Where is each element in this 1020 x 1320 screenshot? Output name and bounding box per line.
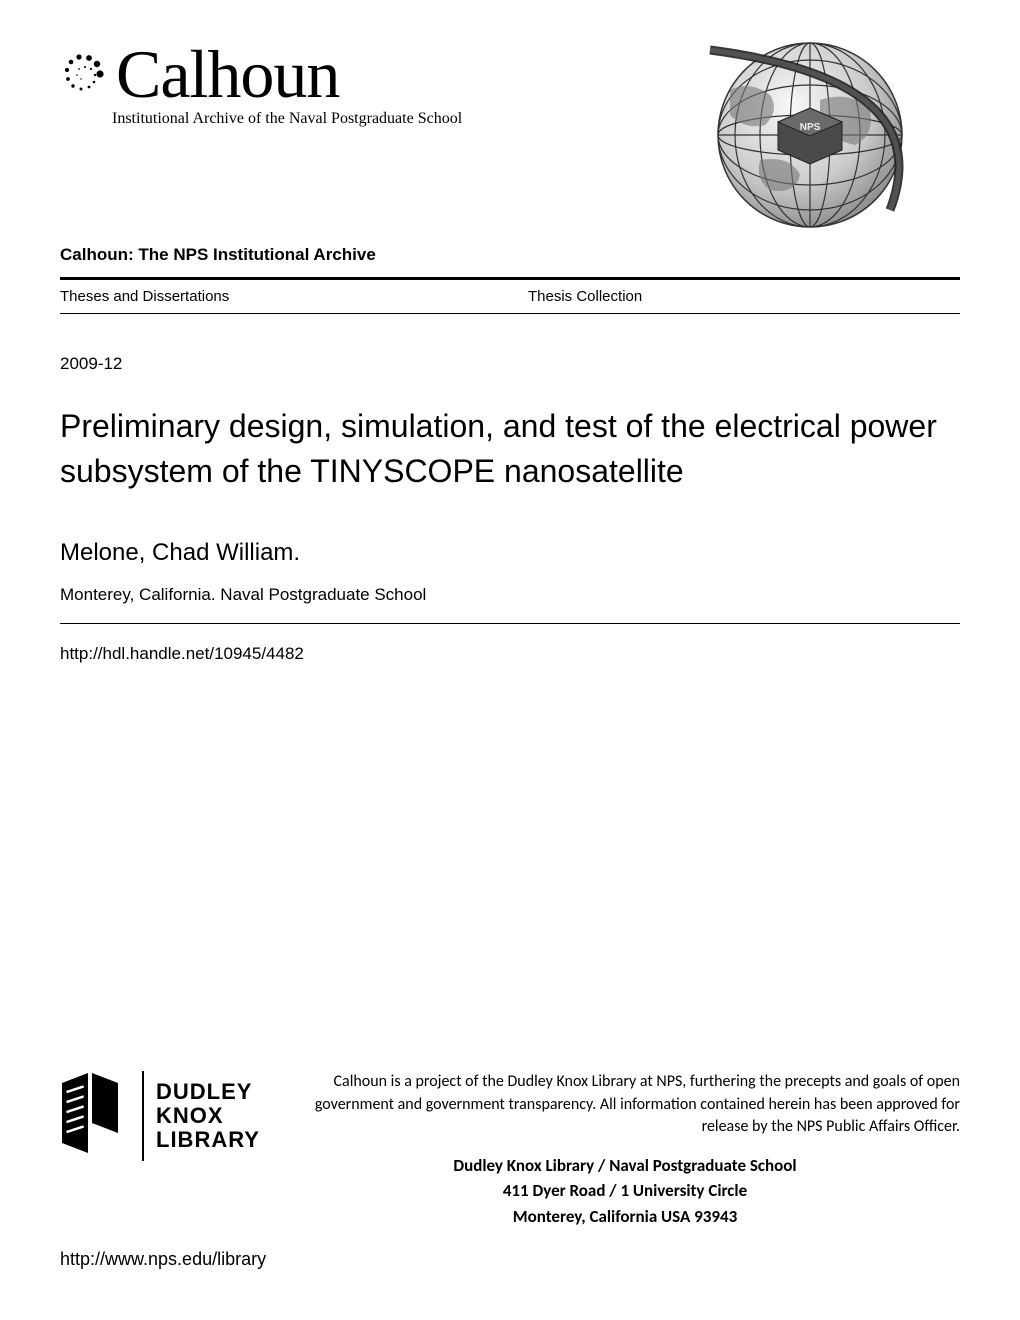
address-line-2: 411 Dyer Road / 1 University Circle [290, 1178, 960, 1204]
calhoun-logo-text: Calhoun [116, 40, 339, 108]
collection-name: Thesis Collection [528, 288, 960, 305]
paper-title: Preliminary design, simulation, and test… [60, 404, 960, 494]
dkl-line-2: KNOX [156, 1104, 260, 1128]
vertical-divider [142, 1071, 144, 1161]
footer-address: Dudley Knox Library / Naval Postgraduate… [290, 1153, 960, 1230]
calhoun-logo-subtitle: Institutional Archive of the Naval Postg… [112, 110, 462, 128]
divider-thin-lower [60, 623, 960, 624]
footer-row: DUDLEY KNOX LIBRARY Calhoun is a project… [60, 1071, 960, 1229]
dkl-text-block: DUDLEY KNOX LIBRARY [156, 1080, 260, 1153]
spiral-dots-icon [60, 50, 108, 98]
divider-thick-top [60, 277, 960, 280]
address-line-1: Dudley Knox Library / Naval Postgraduate… [290, 1153, 960, 1179]
calhoun-logo-main: Calhoun [60, 40, 339, 108]
collection-category: Theses and Dissertations [60, 288, 528, 305]
library-url: http://www.nps.edu/library [60, 1249, 960, 1270]
header-row: Calhoun Institutional Archive of the Nav… [60, 40, 960, 230]
dudley-knox-library-logo: DUDLEY KNOX LIBRARY [60, 1071, 260, 1161]
open-book-icon [60, 1071, 130, 1161]
svg-text:NPS: NPS [800, 122, 821, 133]
footer-text-block: Calhoun is a project of the Dudley Knox … [290, 1071, 960, 1229]
footer: DUDLEY KNOX LIBRARY Calhoun is a project… [60, 1071, 960, 1270]
metadata-row: Theses and Dissertations Thesis Collecti… [60, 288, 960, 305]
address-line-3: Monterey, California USA 93943 [290, 1204, 960, 1230]
archive-title: Calhoun: The NPS Institutional Archive [60, 245, 960, 265]
footer-statement: Calhoun is a project of the Dudley Knox … [290, 1071, 960, 1138]
publication-date: 2009-12 [60, 354, 960, 374]
institution-name: Monterey, California. Naval Postgraduate… [60, 585, 960, 605]
divider-thin-upper [60, 313, 960, 314]
dkl-line-3: LIBRARY [156, 1128, 260, 1152]
author-name: Melone, Chad William. [60, 539, 960, 567]
page-container: Calhoun Institutional Archive of the Nav… [0, 0, 1020, 1320]
handle-url: http://hdl.handle.net/10945/4482 [60, 644, 960, 664]
calhoun-logo: Calhoun Institutional Archive of the Nav… [60, 40, 462, 128]
dkl-line-1: DUDLEY [156, 1080, 260, 1104]
nps-globe-image: NPS [660, 40, 960, 230]
